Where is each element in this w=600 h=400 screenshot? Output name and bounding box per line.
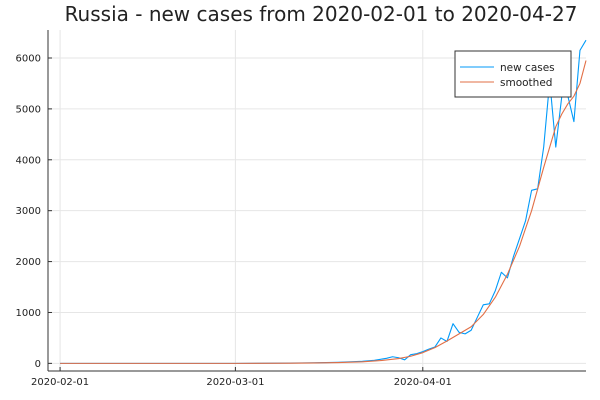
series-line-smoothed: [60, 60, 587, 364]
legend-box: [454, 50, 572, 98]
y-tick-label: 3000: [16, 206, 41, 217]
legend-label-new-cases: new cases: [500, 62, 555, 74]
y-tick-label: 0: [35, 359, 41, 370]
y-tick-label: 4000: [16, 155, 41, 166]
legend-label-smoothed: smoothed: [500, 77, 552, 89]
y-tick-label: 2000: [16, 257, 41, 268]
series-layer: [60, 39, 587, 364]
chart-title: Russia - new cases from 2020-02-01 to 20…: [65, 2, 578, 26]
x-tick-label: 2020-03-01: [206, 377, 264, 388]
x-tick-label: 2020-02-01: [31, 377, 89, 388]
x-tick-label: 2020-04-01: [394, 377, 452, 388]
legend: new cases smoothed: [454, 50, 572, 98]
y-tick-label: 1000: [16, 308, 41, 319]
axes: 2020-02-01 2020-03-01 2020-04-01 0 1000 2000 3…: [16, 30, 586, 388]
y-tick-label: 6000: [16, 53, 41, 64]
y-tick-label: 5000: [16, 104, 41, 115]
